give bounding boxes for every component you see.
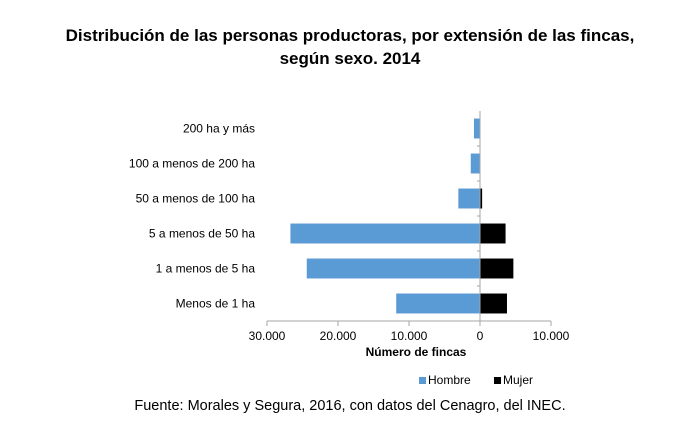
chart-title: Distribución de las personas productoras… — [0, 24, 700, 70]
chart-title-line-2: según sexo. 2014 — [279, 49, 421, 68]
legend: Hombre Mujer — [419, 373, 533, 387]
category-label: 1 a menos de 5 ha — [156, 262, 256, 276]
x-tick-label: 10.000 — [391, 329, 428, 343]
category-label: 100 a menos de 200 ha — [129, 157, 255, 171]
category-label: 5 a menos de 50 ha — [149, 227, 255, 241]
x-axis-title: Número de fincas — [366, 345, 467, 359]
category-label: 50 a menos de 100 ha — [136, 192, 256, 206]
x-tick-label: 0 — [477, 329, 484, 343]
bar-hombre-0 — [473, 118, 480, 139]
bar-hombre-2 — [458, 188, 480, 209]
category-label: Menos de 1 ha — [176, 297, 256, 311]
bar-hombre-3 — [290, 223, 480, 244]
category-label: 200 ha y más — [183, 122, 255, 136]
x-tick-label: 20.000 — [320, 329, 357, 343]
legend-label-hombre: Hombre — [428, 373, 471, 387]
chart-title-line-1: Distribución de las personas productoras… — [65, 26, 635, 45]
x-axis: 30.000 20.000 10.000 0 10.000 — [249, 111, 570, 343]
bar-mujer-4 — [480, 258, 514, 279]
bar-hombre-1 — [470, 153, 480, 174]
source-note: Fuente: Morales y Segura, 2016, con dato… — [134, 398, 566, 414]
x-tick-label: 10.000 — [533, 329, 570, 343]
bar-mujer-3 — [480, 223, 506, 244]
bar-hombre-5 — [396, 293, 480, 314]
bar-hombre-4 — [306, 258, 480, 279]
bar-mujer-2 — [480, 188, 483, 209]
x-tick-label: 30.000 — [249, 329, 286, 343]
category-labels: 200 ha y más 100 a menos de 200 ha 50 a me… — [129, 122, 255, 311]
legend-label-mujer: Mujer — [503, 373, 533, 387]
legend-swatch-mujer — [494, 377, 501, 384]
bars-group — [290, 118, 514, 314]
bar-mujer-5 — [480, 293, 507, 314]
legend-swatch-hombre — [419, 377, 426, 384]
